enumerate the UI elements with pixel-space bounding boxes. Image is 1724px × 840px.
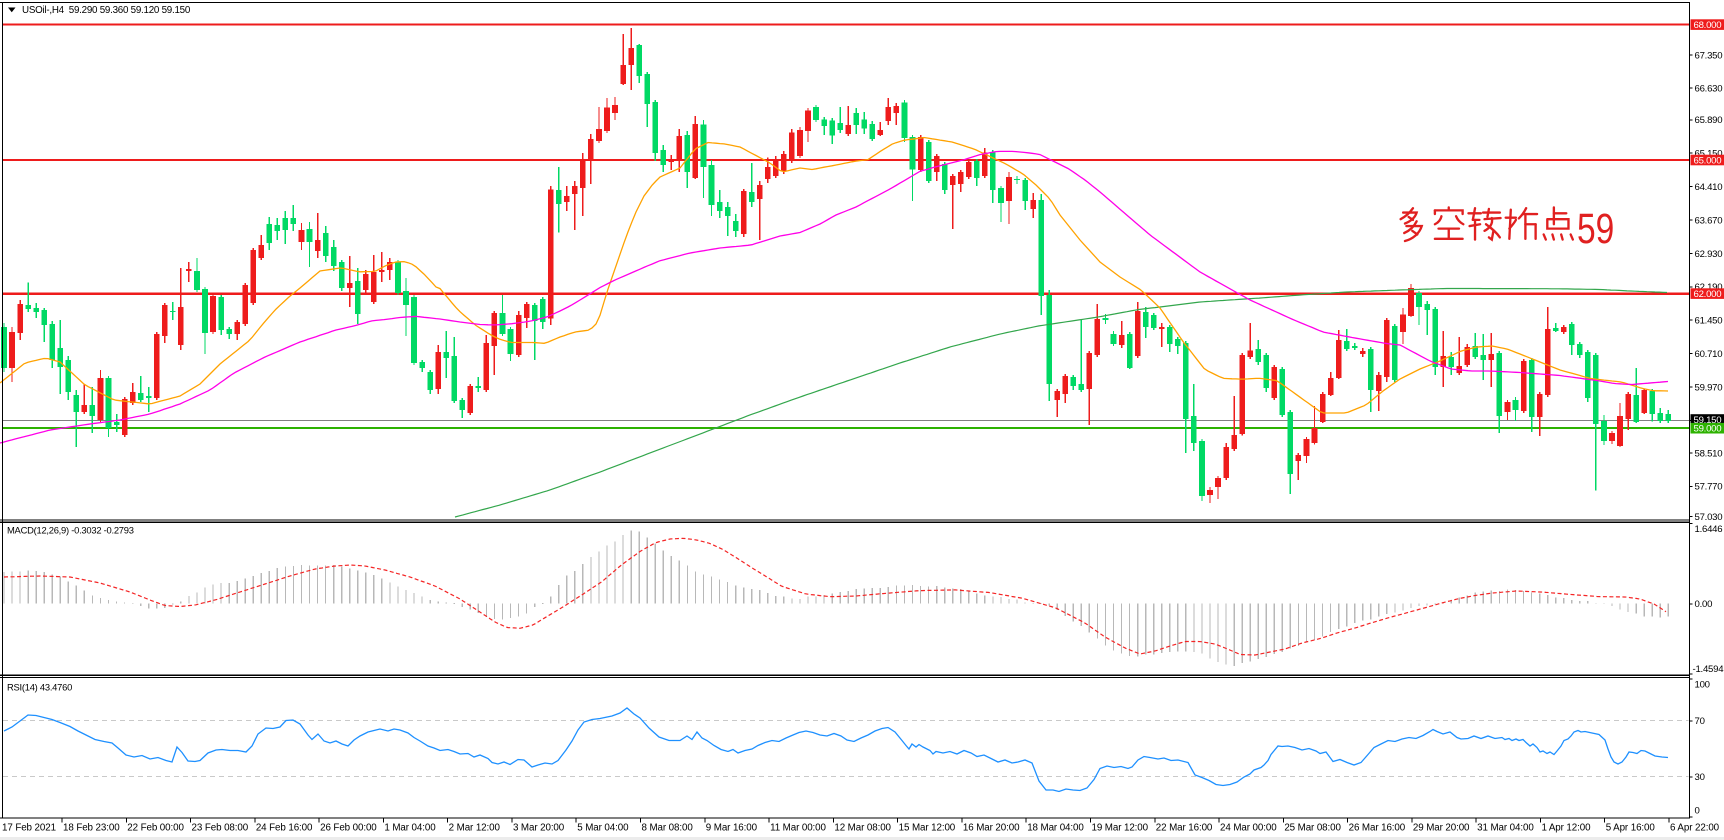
svg-text:61.450: 61.450 xyxy=(1695,316,1723,327)
svg-text:25 Mar 08:00: 25 Mar 08:00 xyxy=(1284,823,1341,834)
svg-text:0: 0 xyxy=(1695,806,1700,817)
svg-text:16 Mar 20:00: 16 Mar 20:00 xyxy=(963,823,1020,834)
svg-text:3 Mar 20:00: 3 Mar 20:00 xyxy=(513,823,565,834)
svg-text:29 Mar 20:00: 29 Mar 20:00 xyxy=(1413,823,1470,834)
svg-text:70: 70 xyxy=(1695,716,1705,727)
svg-text:65.150: 65.150 xyxy=(1695,149,1723,160)
svg-text:62.190: 62.190 xyxy=(1695,282,1723,293)
svg-text:68.000: 68.000 xyxy=(1694,20,1722,31)
svg-text:30: 30 xyxy=(1695,772,1705,783)
svg-text:22 Mar 16:00: 22 Mar 16:00 xyxy=(1156,823,1213,834)
svg-text:66.630: 66.630 xyxy=(1695,84,1723,95)
svg-text:59.970: 59.970 xyxy=(1695,382,1723,393)
svg-text:0.00: 0.00 xyxy=(1695,599,1713,610)
svg-text:58.510: 58.510 xyxy=(1695,448,1723,459)
svg-text:57.030: 57.030 xyxy=(1695,512,1723,523)
svg-text:63.670: 63.670 xyxy=(1695,215,1723,226)
svg-text:18 Mar 04:00: 18 Mar 04:00 xyxy=(1027,823,1084,834)
svg-text:1.6446: 1.6446 xyxy=(1695,524,1723,535)
svg-text:1 Mar 04:00: 1 Mar 04:00 xyxy=(384,823,436,834)
svg-text:17 Feb 2021: 17 Feb 2021 xyxy=(2,823,56,834)
svg-text:59.000: 59.000 xyxy=(1694,424,1722,435)
svg-text:19 Mar 12:00: 19 Mar 12:00 xyxy=(1091,823,1148,834)
svg-text:24 Feb 16:00: 24 Feb 16:00 xyxy=(256,823,313,834)
svg-text:9 Mar 16:00: 9 Mar 16:00 xyxy=(706,823,758,834)
svg-text:62.000: 62.000 xyxy=(1694,289,1722,300)
svg-text:1 Apr 12:00: 1 Apr 12:00 xyxy=(1541,823,1591,834)
svg-text:8 Mar 08:00: 8 Mar 08:00 xyxy=(642,823,694,834)
svg-text:-1.4594: -1.4594 xyxy=(1693,664,1724,675)
svg-text:59: 59 xyxy=(1577,205,1614,253)
svg-text:RSI(14) 43.4760: RSI(14) 43.4760 xyxy=(7,682,72,693)
svg-text:23 Feb 08:00: 23 Feb 08:00 xyxy=(192,823,249,834)
svg-text:26 Feb 00:00: 26 Feb 00:00 xyxy=(320,823,377,834)
svg-text:5 Apr 16:00: 5 Apr 16:00 xyxy=(1606,823,1656,834)
svg-text:31 Mar 04:00: 31 Mar 04:00 xyxy=(1477,823,1534,834)
svg-text:59.150: 59.150 xyxy=(1694,415,1722,426)
svg-text:15 Mar 12:00: 15 Mar 12:00 xyxy=(899,823,956,834)
svg-text:18 Feb 23:00: 18 Feb 23:00 xyxy=(63,823,120,834)
svg-text:5 Mar 04:00: 5 Mar 04:00 xyxy=(577,823,629,834)
svg-text:64.410: 64.410 xyxy=(1695,182,1723,193)
svg-text:65.000: 65.000 xyxy=(1694,156,1722,167)
svg-text:6 Apr 22:00: 6 Apr 22:00 xyxy=(1670,823,1720,834)
svg-text:22 Feb 00:00: 22 Feb 00:00 xyxy=(127,823,184,834)
svg-text:26 Mar 16:00: 26 Mar 16:00 xyxy=(1349,823,1406,834)
svg-text:100: 100 xyxy=(1695,680,1710,691)
svg-text:67.350: 67.350 xyxy=(1695,50,1723,61)
svg-text:24 Mar 00:00: 24 Mar 00:00 xyxy=(1220,823,1277,834)
svg-text:USOil-,H4 59.290 59.360 59.12: USOil-,H4 59.290 59.360 59.120 59.150 xyxy=(22,5,191,16)
svg-text:65.890: 65.890 xyxy=(1695,115,1723,126)
svg-text:57.770: 57.770 xyxy=(1695,482,1723,493)
svg-text:12 Mar 08:00: 12 Mar 08:00 xyxy=(834,823,891,834)
svg-text:60.710: 60.710 xyxy=(1695,349,1723,360)
svg-text:62.930: 62.930 xyxy=(1695,249,1723,260)
svg-text:2 Mar 12:00: 2 Mar 12:00 xyxy=(449,823,501,834)
svg-text:MACD(12,26,9) -0.3032 -0.2793: MACD(12,26,9) -0.3032 -0.2793 xyxy=(7,525,134,536)
svg-text:11 Mar 00:00: 11 Mar 00:00 xyxy=(770,823,826,834)
